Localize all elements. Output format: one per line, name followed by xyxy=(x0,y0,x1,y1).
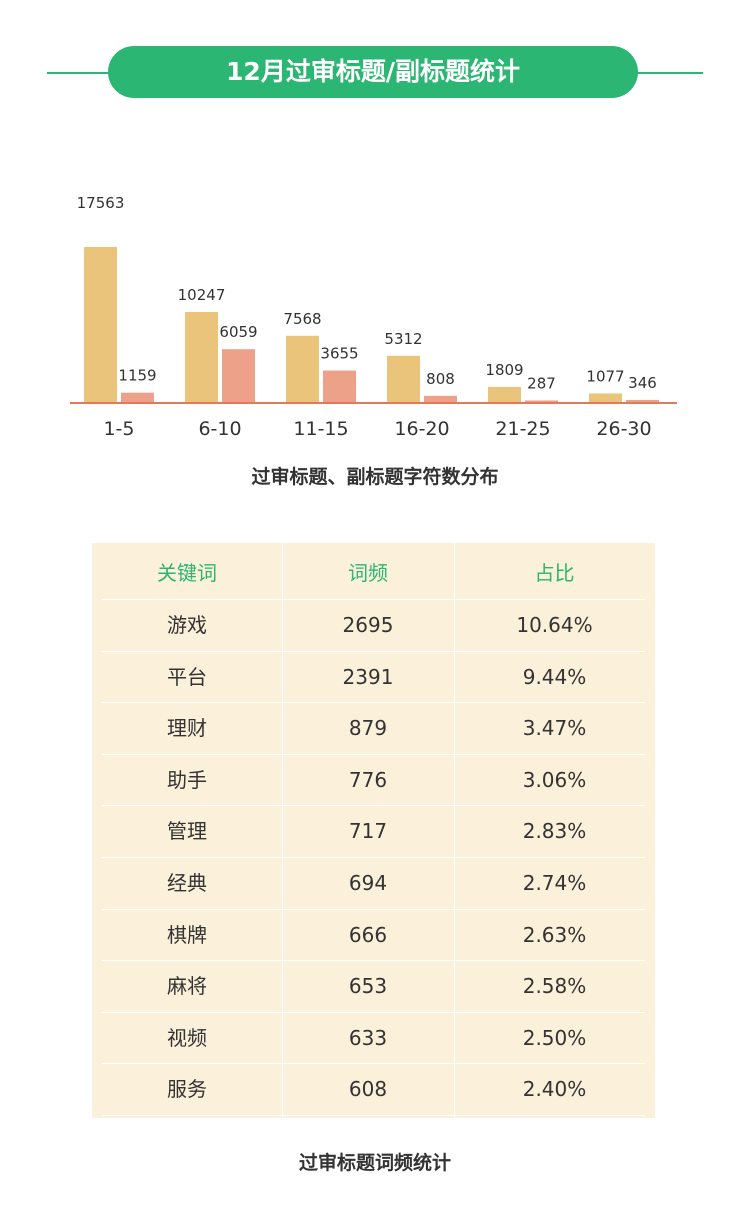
frequency-cell: 633 xyxy=(348,1025,388,1050)
row-divider xyxy=(102,1063,645,1065)
row-divider xyxy=(102,599,645,600)
column-divider xyxy=(454,543,455,1118)
banner-line-left xyxy=(47,72,109,74)
table-row: 棋牌 666 2.63% xyxy=(92,909,655,961)
bar-primary-1-5 xyxy=(84,247,117,403)
keyword-table: 关键词 词频 占比 游戏 2695 10.64% 平台 2391 9.44% 理财 879 3.… xyxy=(92,543,655,1118)
keyword-cell: 服务 xyxy=(167,1077,207,1102)
bar-primary-11-15 xyxy=(286,335,319,403)
bar-primary-6-10 xyxy=(185,311,218,403)
keyword-cell: 理财 xyxy=(167,716,207,741)
keyword-cell: 助手 xyxy=(167,767,207,792)
row-divider xyxy=(102,1011,645,1013)
bar-secondary-1-5 xyxy=(121,392,154,403)
row-divider xyxy=(102,805,645,807)
tick-label: 21-25 xyxy=(495,418,550,440)
page-title: 12月过审标题/副标题统计 xyxy=(108,46,638,98)
frequency-cell: 879 xyxy=(348,716,388,741)
bar-secondary-11-15 xyxy=(323,370,356,403)
row-divider xyxy=(102,702,645,704)
row-divider xyxy=(102,960,645,962)
share-cell: 2.74% xyxy=(522,871,587,895)
header-keyword: 关键词 xyxy=(157,561,217,585)
data-label: 287 xyxy=(527,374,556,392)
share-cell: 10.64% xyxy=(516,613,593,637)
data-label: 7568 xyxy=(283,310,321,328)
header-frequency: 词频 xyxy=(348,561,388,585)
bar-primary-21-25 xyxy=(488,386,521,403)
share-cell: 3.06% xyxy=(522,767,587,792)
frequency-cell: 2391 xyxy=(342,664,394,689)
share-cell: 2.58% xyxy=(522,974,587,999)
frequency-cell: 694 xyxy=(348,871,388,895)
data-label: 1077 xyxy=(586,367,624,385)
table-row: 麻将 653 2.58% xyxy=(92,960,655,1012)
header-share: 占比 xyxy=(534,561,575,585)
tick-label: 1-5 xyxy=(103,418,134,440)
data-label: 1159 xyxy=(118,367,156,385)
data-label: 17563 xyxy=(77,194,125,212)
keyword-cell: 视频 xyxy=(167,1025,207,1050)
share-cell: 3.47% xyxy=(522,716,587,741)
bar-primary-26-30 xyxy=(589,393,622,403)
data-label: 6059 xyxy=(219,323,257,341)
keyword-cell: 游戏 xyxy=(167,613,207,637)
bar-secondary-6-10 xyxy=(222,349,255,403)
table-row: 平台 2391 9.44% xyxy=(92,651,655,703)
keyword-cell: 平台 xyxy=(167,664,207,689)
keyword-cell: 管理 xyxy=(167,819,207,844)
frequency-cell: 717 xyxy=(348,819,388,844)
bar-secondary-21-25 xyxy=(525,400,558,403)
tick-label: 26-30 xyxy=(596,418,651,440)
row-divider xyxy=(102,650,645,652)
data-label: 1809 xyxy=(485,361,523,379)
share-cell: 2.83% xyxy=(522,819,587,844)
table-caption: 过审标题词频统计 xyxy=(298,1152,451,1174)
table-row: 游戏 2695 10.64% xyxy=(92,599,655,651)
banner-line-right xyxy=(637,72,703,74)
row-divider xyxy=(102,753,645,755)
share-cell: 2.50% xyxy=(522,1025,587,1050)
bar-secondary-26-30 xyxy=(626,399,659,403)
table-row: 经典 694 2.74% xyxy=(92,857,655,909)
table-row: 管理 717 2.83% xyxy=(92,805,655,857)
frequency-cell: 653 xyxy=(348,974,388,999)
data-label: 10247 xyxy=(178,286,226,304)
data-label: 346 xyxy=(628,374,657,392)
frequency-cell: 608 xyxy=(348,1077,388,1102)
keyword-cell: 经典 xyxy=(167,871,207,895)
table-row: 理财 879 3.47% xyxy=(92,702,655,754)
row-divider xyxy=(102,857,645,858)
column-divider xyxy=(282,543,283,1118)
tick-label: 6-10 xyxy=(198,418,241,440)
table-header-row: 关键词 词频 占比 xyxy=(92,547,655,599)
tick-label: 11-15 xyxy=(293,418,348,440)
chart-caption: 过审标题、副标题字符数分布 xyxy=(251,466,499,488)
data-label: 3655 xyxy=(320,345,358,363)
keyword-cell: 麻将 xyxy=(167,974,207,999)
bar-secondary-16-20 xyxy=(424,395,457,403)
share-cell: 2.63% xyxy=(522,922,587,947)
tick-label: 16-20 xyxy=(394,418,449,440)
row-divider xyxy=(102,1115,645,1116)
table-row: 服务 608 2.40% xyxy=(92,1063,655,1115)
share-cell: 9.44% xyxy=(522,664,587,689)
bar-chart: 17563 1159 1-5 10247 6059 6-10 7568 3655 11-15 53… xyxy=(70,194,677,440)
bar-primary-16-20 xyxy=(387,355,420,403)
row-divider xyxy=(102,908,645,910)
frequency-cell: 666 xyxy=(348,922,388,947)
table-row: 视频 633 2.50% xyxy=(92,1012,655,1064)
keyword-cell: 棋牌 xyxy=(167,922,207,947)
data-label: 5312 xyxy=(384,330,422,348)
frequency-cell: 2695 xyxy=(342,613,394,637)
data-label: 808 xyxy=(426,370,455,388)
table-row: 助手 776 3.06% xyxy=(92,754,655,806)
share-cell: 2.40% xyxy=(522,1077,587,1102)
frequency-cell: 776 xyxy=(348,767,388,792)
